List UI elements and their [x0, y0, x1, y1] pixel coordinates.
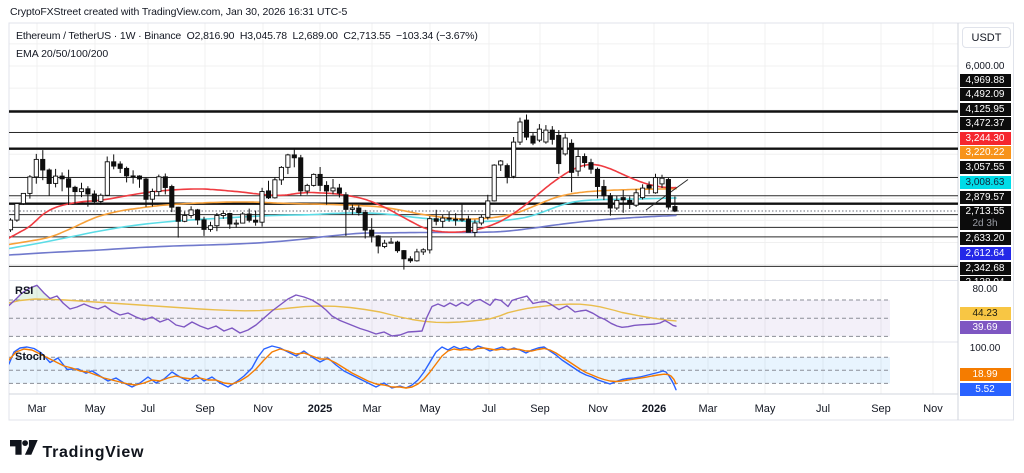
- svg-text:TradingView: TradingView: [43, 444, 145, 461]
